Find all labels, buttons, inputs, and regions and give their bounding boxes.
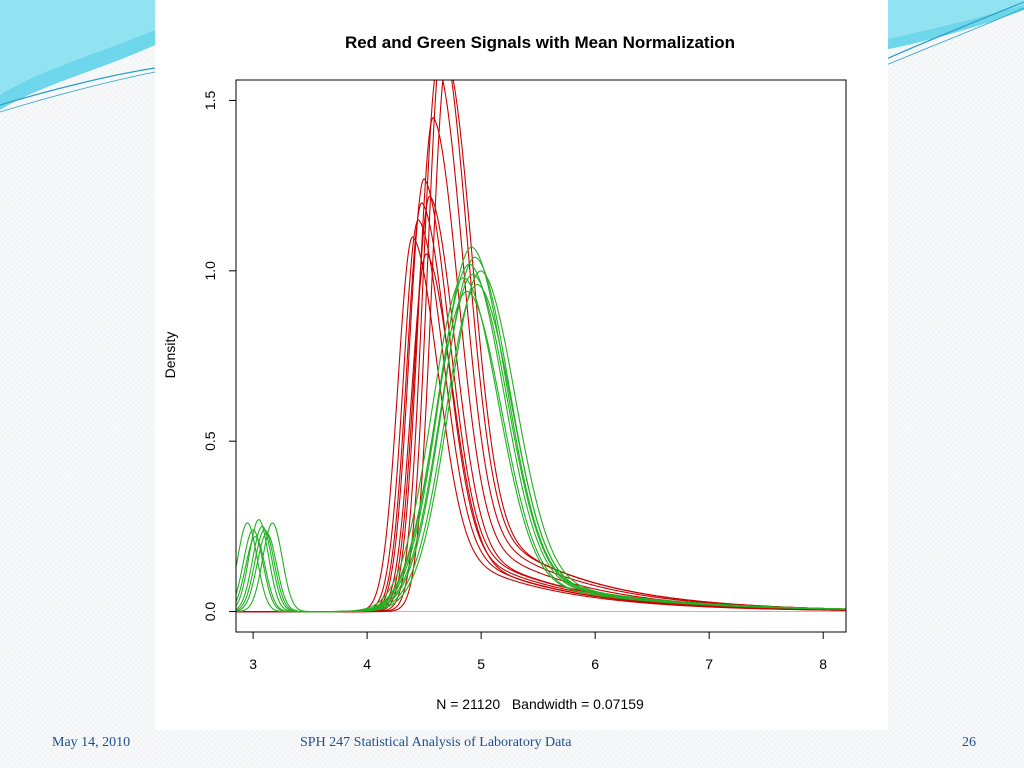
red-density-curve-10 <box>236 253 846 613</box>
green-density-curve-3 <box>236 246 846 613</box>
x-tick-label-8: 8 <box>819 656 827 672</box>
red-density-curve-8 <box>236 80 846 613</box>
red-density-curve-7 <box>236 80 846 613</box>
plot-panel: Red and Green Signals with Mean Normaliz… <box>155 0 888 730</box>
footer-course-title: SPH 247 Statistical Analysis of Laborato… <box>300 735 572 750</box>
green-density-curve-1 <box>236 277 846 613</box>
axes-group: 3 4 5 6 7 8 0.0 0.5 1.0 1.5 <box>202 79 847 672</box>
plot-frame <box>235 79 847 633</box>
y-tick-label-0: 0.0 <box>202 602 218 622</box>
red-density-curve-9 <box>236 80 846 613</box>
red-density-curve-2 <box>236 219 846 613</box>
x-tick-label-4: 4 <box>363 656 371 672</box>
red-density-curve-1 <box>236 236 846 613</box>
x-tick-label-7: 7 <box>705 656 713 672</box>
red-density-curve-4 <box>236 177 846 613</box>
x-tick-label-5: 5 <box>477 656 485 672</box>
density-chart: Red and Green Signals with Mean Normaliz… <box>162 33 847 712</box>
footer-date: May 14, 2010 <box>52 735 131 750</box>
y-axis-label: Density <box>162 332 178 379</box>
chart-title: Red and Green Signals with Mean Normaliz… <box>345 33 735 52</box>
green-density-curve-8 <box>236 273 846 613</box>
decorative-swoosh-left <box>0 0 156 113</box>
red-density-curve-6 <box>236 116 846 613</box>
x-tick-label-3: 3 <box>249 656 257 672</box>
y-tick-label-1.5: 1.5 <box>202 91 218 111</box>
x-axis-label: N = 21120 Bandwidth = 0.07159 <box>436 696 644 712</box>
decorative-swoosh-right <box>884 0 1024 67</box>
curves-group <box>236 80 846 613</box>
y-tick-label-1: 1.0 <box>202 261 218 281</box>
y-tick-label-0.5: 0.5 <box>202 431 218 451</box>
x-tick-label-6: 6 <box>591 656 599 672</box>
footer-page-number: 26 <box>962 735 976 750</box>
